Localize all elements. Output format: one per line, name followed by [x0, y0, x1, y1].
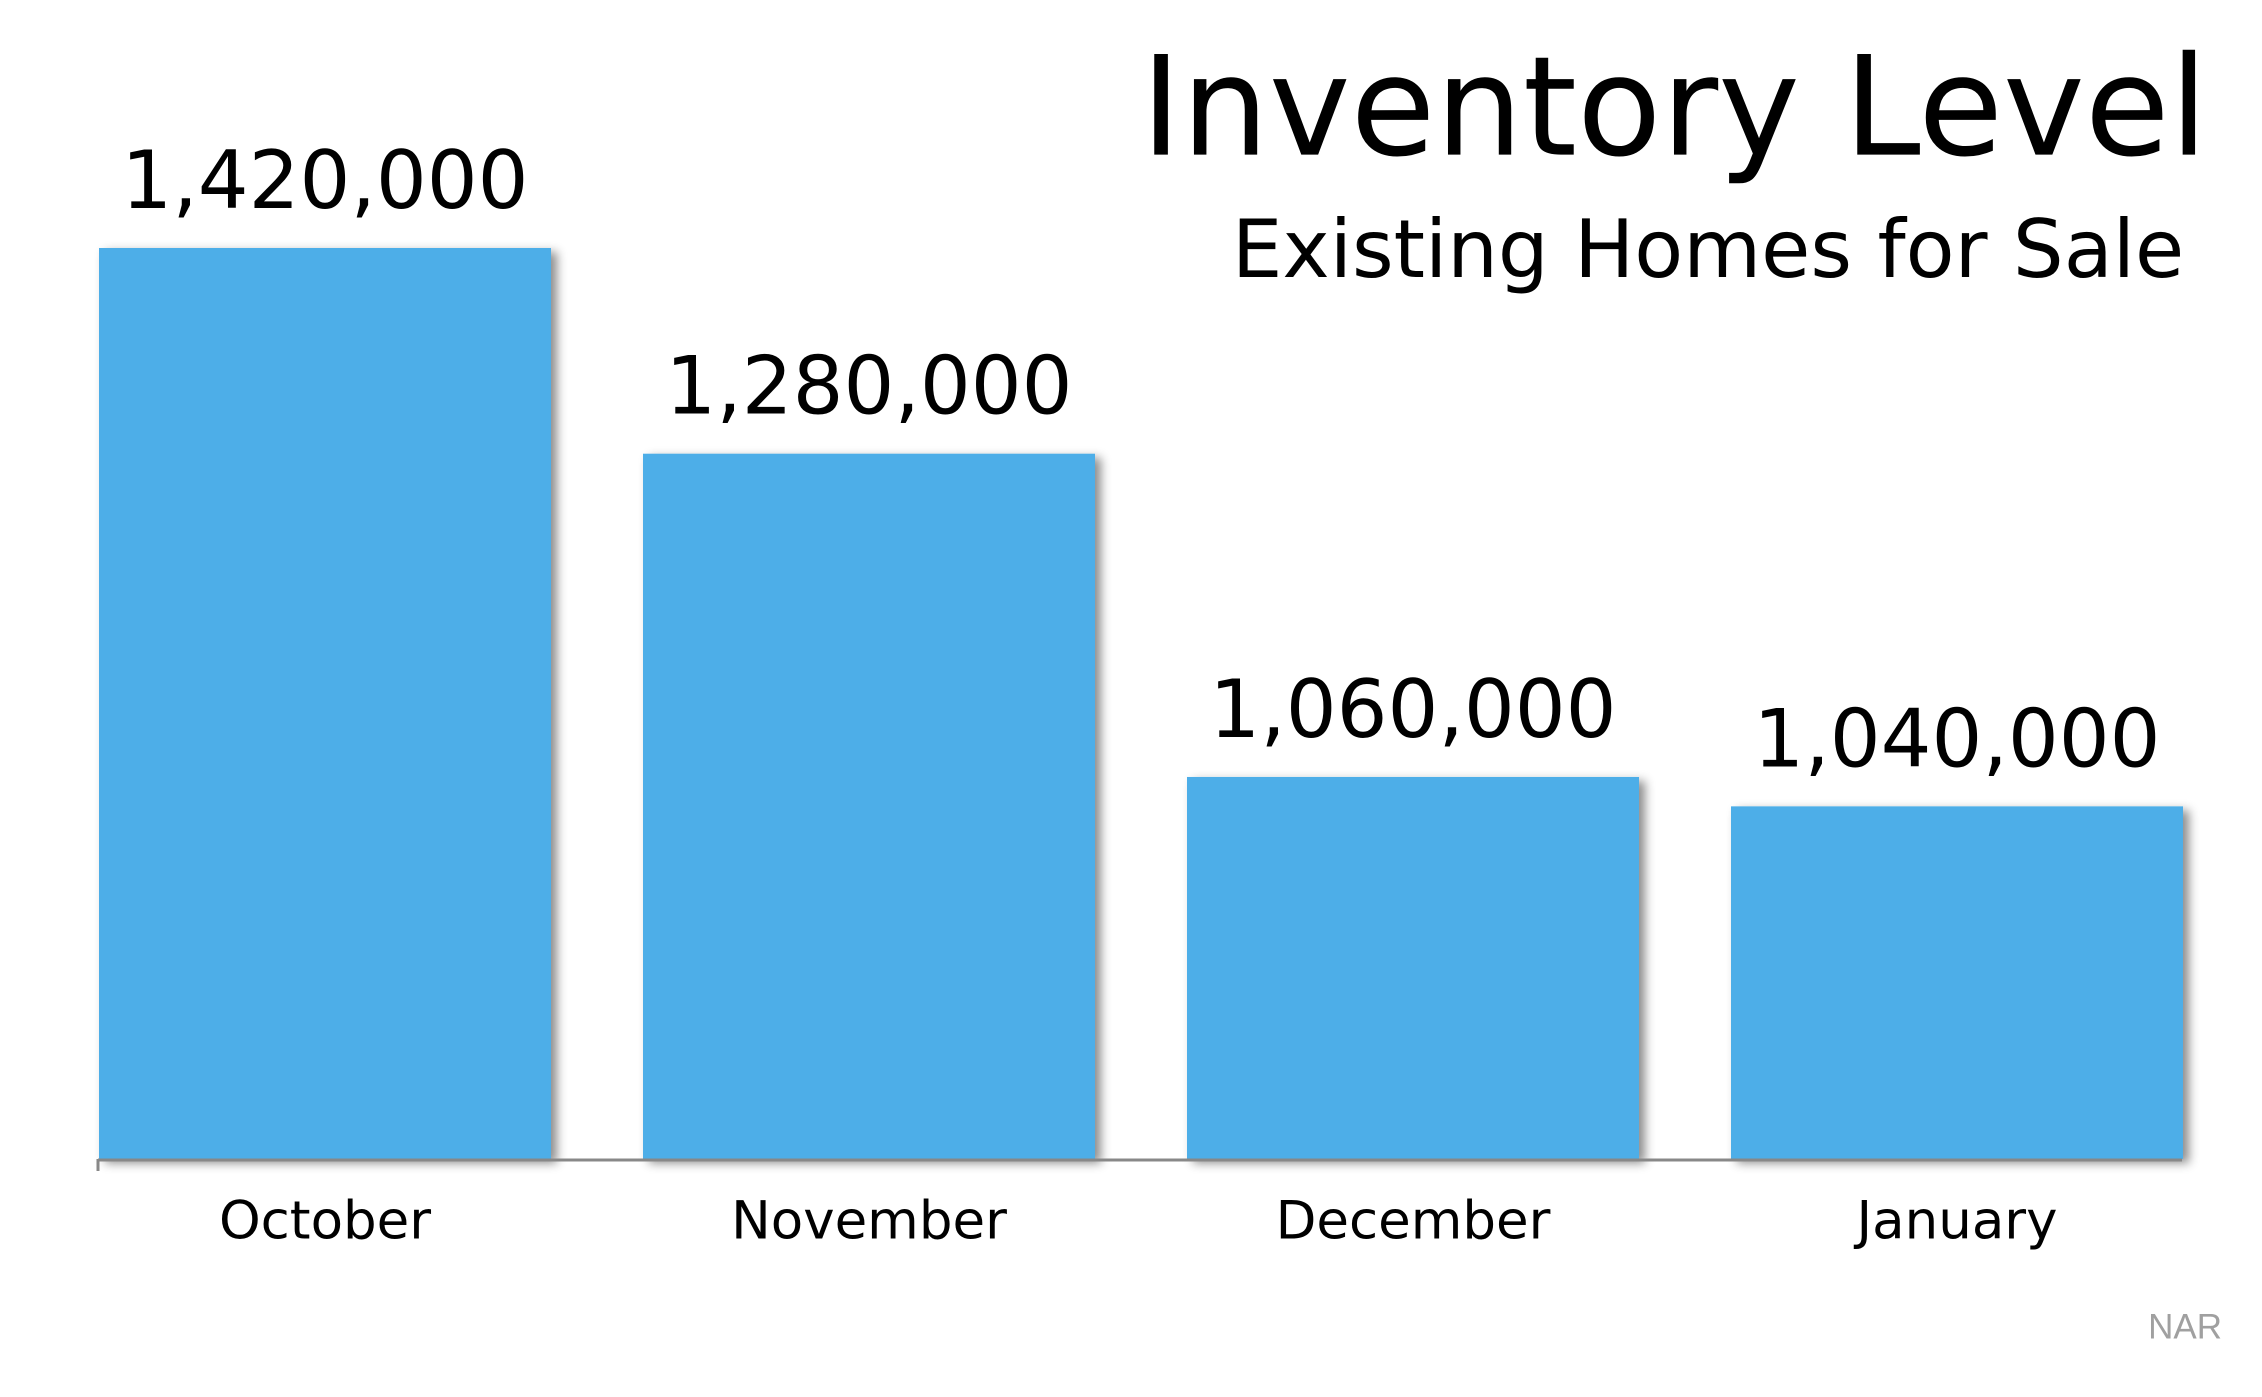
bar [1731, 806, 2183, 1159]
x-tick-label: November [731, 1191, 1007, 1252]
value-label: 1,040,000 [1753, 692, 2160, 785]
value-label: 1,280,000 [665, 340, 1072, 433]
x-tick-label: December [1276, 1191, 1551, 1252]
chart-title: Inventory Level [1141, 27, 2208, 188]
bar [1187, 776, 1639, 1159]
value-label: 1,420,000 [121, 134, 528, 227]
x-tick-label: January [1854, 1191, 2058, 1252]
x-tick-label: October [219, 1191, 431, 1252]
bar [99, 248, 551, 1159]
value-label: 1,060,000 [1209, 663, 1616, 756]
bar [643, 453, 1095, 1159]
source: NAR [2148, 1307, 2222, 1346]
chart-subtitle: Existing Homes for Sale [1232, 203, 2184, 296]
